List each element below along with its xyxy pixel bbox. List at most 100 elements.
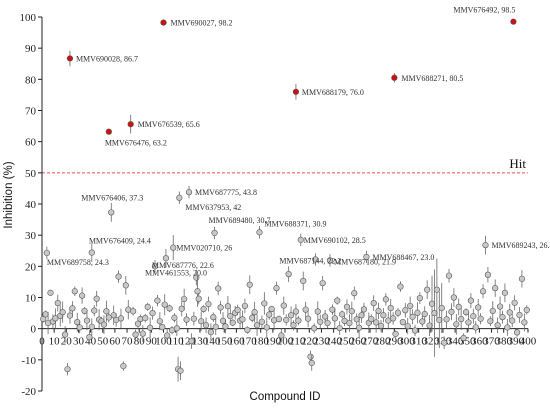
data-point-marker — [273, 285, 280, 292]
data-point — [142, 313, 149, 323]
hit-threshold-label: Hit — [509, 156, 526, 171]
x-tick-label: 140 — [204, 336, 221, 348]
data-point — [195, 293, 202, 305]
data-point — [54, 294, 61, 312]
data-point-marker — [108, 209, 115, 216]
data-point-marker — [217, 304, 224, 311]
x-tick-label: 90 — [146, 336, 158, 348]
x-tick-label: 230 — [313, 336, 330, 348]
data-point — [132, 329, 139, 340]
data-point-marker — [64, 366, 71, 373]
data-point-marker — [171, 314, 178, 321]
data-point — [421, 306, 428, 322]
data-point — [409, 309, 416, 325]
data-point — [479, 284, 487, 299]
data-point — [154, 295, 161, 307]
data-point — [492, 279, 499, 297]
data-point-marker — [78, 292, 86, 299]
point-annotation: MMV461553, 20.0 — [145, 268, 207, 277]
annotated-point — [108, 203, 115, 222]
x-tick-label: 30 — [73, 336, 85, 348]
data-point-marker — [251, 309, 258, 316]
x-tick-label: 170 — [240, 336, 257, 348]
x-tick-label: 80 — [134, 336, 146, 348]
data-point — [234, 304, 241, 316]
data-point-marker — [211, 229, 218, 237]
data-point-marker — [183, 316, 190, 323]
data-point — [397, 281, 404, 292]
data-point-marker — [69, 305, 76, 312]
data-point-marker — [443, 316, 450, 323]
data-point — [321, 309, 329, 324]
data-point-marker — [308, 359, 315, 367]
data-point — [382, 293, 389, 306]
data-point-marker — [450, 294, 457, 301]
x-tick-label: 130 — [192, 336, 209, 348]
y-tick-label: 50 — [25, 168, 37, 180]
data-point-marker — [177, 367, 184, 374]
hit-point — [105, 128, 112, 135]
data-point — [390, 312, 397, 325]
data-point-marker — [253, 322, 261, 329]
data-point — [462, 308, 470, 316]
x-tick-label: 190 — [265, 336, 282, 348]
data-point-marker — [394, 309, 402, 316]
data-point-marker — [222, 323, 229, 330]
data-point-marker — [475, 304, 482, 311]
data-point-marker — [368, 315, 375, 323]
data-point-marker — [509, 317, 516, 324]
data-point-marker — [397, 283, 404, 290]
data-point-marker — [115, 273, 122, 280]
data-point-marker — [326, 257, 334, 264]
data-point-marker — [377, 322, 385, 329]
data-point-marker — [295, 317, 302, 324]
x-tick-label: 150 — [216, 336, 233, 348]
data-point-marker — [156, 318, 163, 325]
data-point — [61, 326, 69, 344]
data-point-marker — [188, 338, 195, 345]
data-point-marker — [205, 300, 212, 308]
data-point-marker — [47, 289, 54, 296]
hit-point — [391, 73, 398, 83]
data-point-marker — [283, 316, 290, 324]
data-point — [334, 296, 341, 305]
data-point-marker — [518, 275, 526, 282]
y-tick-label: -10 — [21, 355, 36, 367]
data-point — [147, 317, 154, 339]
data-point-marker — [151, 263, 159, 270]
x-tick-label: 110 — [168, 336, 185, 348]
data-point — [166, 304, 173, 313]
data-point-marker — [181, 295, 188, 303]
data-point-marker — [275, 315, 283, 323]
x-tick-label: 100 — [155, 336, 172, 348]
data-point-marker — [438, 304, 445, 312]
data-point-marker — [42, 311, 49, 318]
data-point — [353, 313, 360, 326]
data-point — [331, 308, 338, 329]
data-point — [295, 315, 302, 326]
data-point-marker — [122, 282, 129, 289]
x-tick-label: 10 — [49, 336, 61, 348]
data-point — [251, 301, 258, 323]
data-point — [253, 314, 261, 336]
data-point — [501, 283, 509, 303]
data-point — [285, 266, 292, 282]
annotated-point — [185, 185, 193, 199]
data-point-marker — [373, 319, 380, 326]
data-point-marker — [358, 312, 365, 319]
data-point-marker — [479, 288, 487, 295]
data-point — [64, 362, 71, 376]
data-point — [156, 312, 163, 331]
data-point-marker — [311, 325, 318, 332]
data-point — [275, 315, 283, 323]
data-point-marker — [356, 324, 363, 331]
point-annotation: MMV676476, 63.2 — [105, 139, 167, 148]
data-point — [200, 305, 207, 313]
data-point-marker — [278, 332, 285, 339]
point-annotation: MMV688271, 80.5 — [401, 74, 463, 83]
data-point — [302, 301, 309, 318]
data-point-marker — [510, 18, 517, 25]
y-tick-label: 20 — [25, 261, 37, 273]
point-annotation: MMV690028, 86.7 — [76, 54, 138, 63]
data-point-marker — [382, 296, 389, 303]
